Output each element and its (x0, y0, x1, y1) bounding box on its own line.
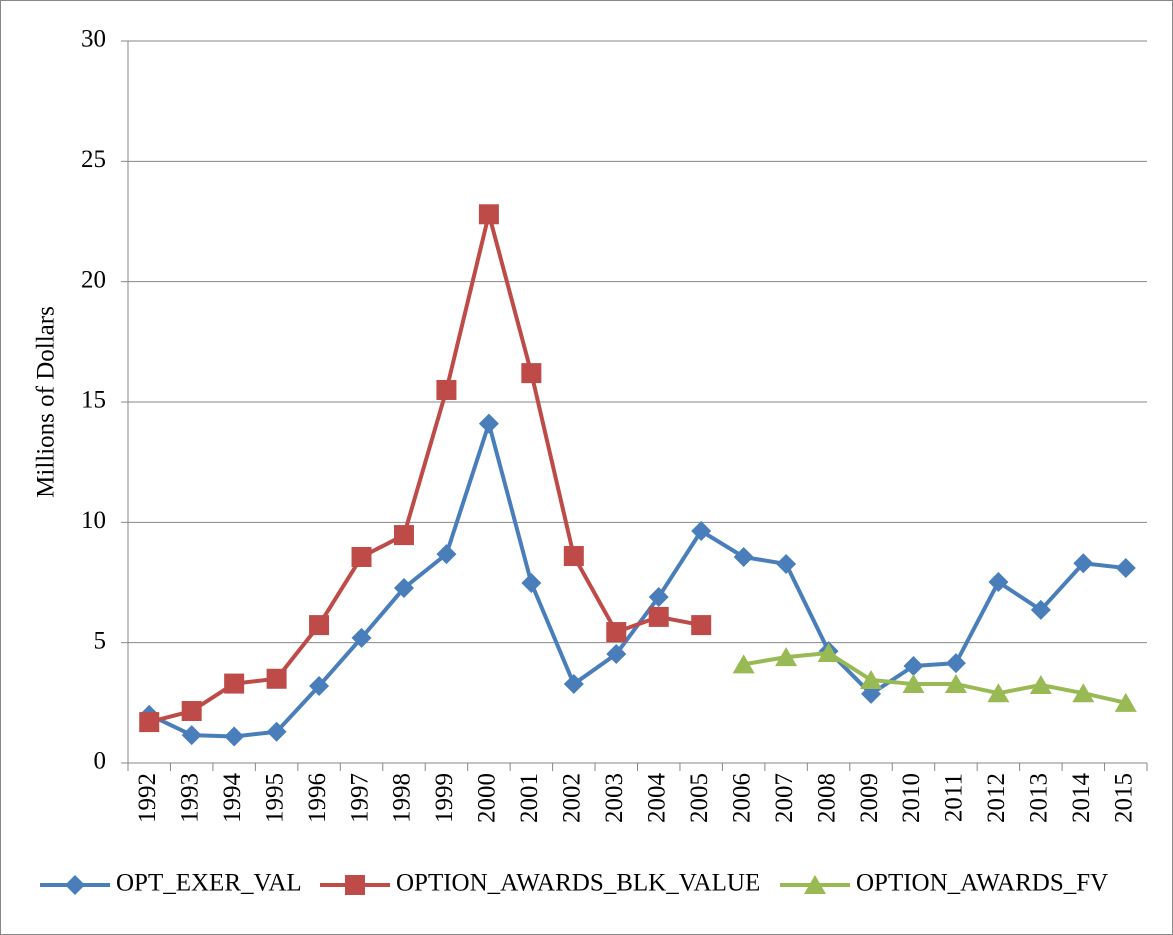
data-point (266, 721, 287, 742)
legend-label: OPT_EXER_VAL (116, 870, 302, 897)
data-point (1029, 675, 1052, 695)
data-point (775, 647, 798, 667)
data-point (732, 654, 755, 674)
data-point (181, 725, 202, 746)
data-point (1030, 599, 1051, 620)
x-tick-label: 2000 (474, 773, 501, 823)
x-tick-label: 2011 (941, 773, 968, 822)
data-point (309, 615, 330, 636)
data-point (988, 572, 1009, 593)
data-point (1072, 683, 1095, 703)
x-tick-label: 2010 (898, 773, 925, 823)
data-point (945, 653, 966, 674)
y-tick-label: 30 (81, 26, 106, 53)
x-tick-label: 2015 (1111, 773, 1138, 823)
legend-label: OPTION_AWARDS_FV (856, 870, 1108, 897)
data-point (266, 668, 287, 689)
legend-marker (804, 875, 826, 894)
data-point (563, 674, 584, 695)
y-tick-label: 5 (94, 627, 107, 654)
data-point (902, 674, 925, 694)
x-tick-label: 1998 (389, 773, 416, 823)
data-point (478, 204, 499, 225)
legend-marker (65, 875, 85, 895)
x-tick-label: 2004 (643, 773, 670, 824)
data-point (691, 615, 712, 636)
data-point (563, 546, 584, 567)
data-point (393, 578, 414, 599)
x-tick-label: 2003 (601, 773, 628, 823)
data-point (393, 525, 414, 546)
y-tick-label: 0 (94, 748, 107, 775)
legend-label: OPTION_AWARDS_BLK_VALUE (396, 870, 760, 897)
data-point (606, 622, 627, 643)
x-tick-label: 2012 (983, 773, 1010, 823)
data-point (648, 606, 669, 627)
y-tick-label: 10 (81, 507, 106, 534)
data-point (691, 520, 712, 541)
data-point (987, 683, 1010, 703)
x-tick-label: 1992 (134, 773, 161, 823)
data-point (903, 656, 924, 677)
data-point (309, 675, 330, 696)
data-point (224, 673, 245, 694)
data-point (521, 572, 542, 593)
data-point (351, 546, 372, 567)
y-tick-label: 15 (81, 387, 106, 414)
x-tick-label: 2014 (1068, 773, 1095, 824)
x-tick-label: 2001 (516, 773, 543, 823)
data-point (351, 627, 372, 648)
x-tick-label: 2005 (686, 773, 713, 823)
x-tick-label: 2013 (1026, 773, 1053, 823)
data-point (1073, 553, 1094, 574)
data-point (139, 712, 160, 733)
series-line (743, 651, 1127, 705)
x-tick-label: 1996 (304, 773, 331, 823)
legend-marker (345, 875, 365, 895)
x-tick-label: 2009 (856, 773, 883, 823)
data-point (181, 701, 202, 722)
x-tick-label: 1993 (176, 773, 203, 823)
data-point (224, 726, 245, 747)
data-point (860, 669, 883, 689)
data-point (1114, 692, 1137, 712)
x-tick-label: 1994 (219, 773, 246, 824)
x-tick-label: 1997 (346, 773, 373, 823)
data-point (521, 363, 542, 384)
x-tick-label: 2006 (728, 773, 755, 823)
data-point (776, 553, 797, 574)
x-tick-label: 1995 (261, 773, 288, 823)
data-point (478, 413, 499, 434)
data-point (436, 544, 457, 565)
x-tick-label: 2007 (771, 773, 798, 823)
y-axis-label: Millions of Dollars (33, 306, 60, 498)
data-point (817, 643, 840, 663)
data-point (436, 379, 457, 400)
x-tick-label: 2002 (559, 773, 586, 823)
y-tick-label: 25 (81, 146, 106, 173)
y-tick-label: 20 (81, 266, 106, 293)
data-point (1115, 558, 1136, 579)
data-point (733, 546, 754, 567)
data-point (944, 674, 967, 694)
x-tick-label: 1999 (431, 773, 458, 823)
x-tick-label: 2008 (813, 773, 840, 823)
data-point (648, 586, 669, 607)
data-point (606, 643, 627, 664)
